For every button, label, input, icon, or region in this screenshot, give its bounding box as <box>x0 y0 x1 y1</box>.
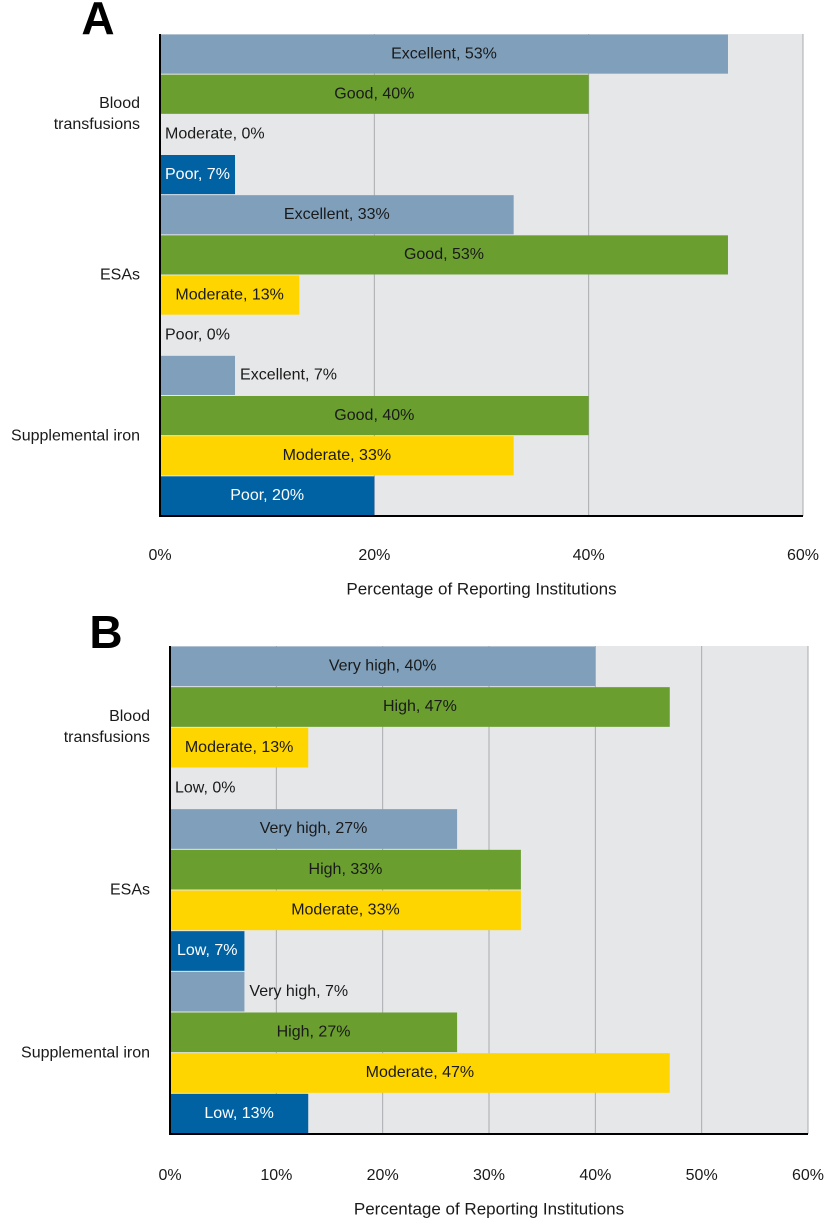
x-tick-label: 0% <box>148 547 171 564</box>
value-label: Moderate, 13% <box>185 739 294 756</box>
value-label: Low, 0% <box>175 780 235 797</box>
x-tick-label: 50% <box>686 1167 718 1184</box>
value-label: High, 47% <box>383 698 457 715</box>
value-label: Very high, 7% <box>249 983 348 1000</box>
value-label: Low, 7% <box>177 942 237 959</box>
x-tick-label: 30% <box>473 1167 505 1184</box>
category-label: ESAs <box>109 881 150 899</box>
value-label: Moderate, 33% <box>283 447 392 464</box>
value-label: Excellent, 7% <box>240 367 337 384</box>
bar <box>170 971 245 1012</box>
value-label: Very high, 40% <box>329 658 437 675</box>
value-label: Excellent, 53% <box>391 45 497 62</box>
value-label: Low, 13% <box>204 1105 273 1122</box>
x-tick-label: 0% <box>158 1167 181 1184</box>
panel-label: B <box>89 606 122 658</box>
value-label: Poor, 0% <box>165 326 230 343</box>
bar <box>160 235 728 275</box>
value-label: Poor, 20% <box>230 487 304 504</box>
bar <box>170 687 670 727</box>
x-tick-label: 10% <box>260 1167 292 1184</box>
value-label: Moderate, 0% <box>165 126 265 143</box>
value-label: Poor, 7% <box>165 166 230 183</box>
category-label: ESAs <box>99 266 140 284</box>
category-label: Blood transfusions <box>63 708 150 747</box>
bar <box>160 34 728 74</box>
x-tick-label: 60% <box>792 1167 824 1184</box>
category-label: Supplemental iron <box>11 427 140 445</box>
bar <box>170 727 309 768</box>
x-tick-label: 60% <box>787 547 819 564</box>
value-label: Excellent, 33% <box>284 206 390 223</box>
value-label: High, 27% <box>277 1024 351 1041</box>
category-label: Supplemental iron <box>21 1044 150 1062</box>
category-label: Blood transfusions <box>53 95 140 134</box>
value-label: Moderate, 33% <box>291 902 400 919</box>
value-label: Good, 40% <box>334 85 414 102</box>
value-label: Very high, 27% <box>260 820 368 837</box>
bar <box>160 275 300 315</box>
bar <box>170 1093 309 1134</box>
x-tick-label: 20% <box>358 547 390 564</box>
bar <box>170 890 521 931</box>
bar <box>160 355 236 395</box>
bar <box>160 396 589 436</box>
x-tick-label: 40% <box>579 1167 611 1184</box>
value-label: Good, 53% <box>404 246 484 263</box>
bar <box>160 476 375 516</box>
x-axis-title: Percentage of Reporting Institutions <box>354 1199 624 1218</box>
bar <box>170 1012 458 1053</box>
value-label: Moderate, 47% <box>366 1064 475 1081</box>
x-axis-title: Percentage of Reporting Institutions <box>346 579 616 598</box>
bar <box>160 195 514 235</box>
value-label: Moderate, 13% <box>175 286 284 303</box>
bar <box>170 931 245 971</box>
plot-background <box>160 34 803 516</box>
bar <box>160 74 589 114</box>
x-tick-label: 20% <box>367 1167 399 1184</box>
panel-label: A <box>81 0 114 44</box>
bar <box>170 809 458 849</box>
bar <box>170 1053 670 1093</box>
bar <box>160 155 236 195</box>
x-tick-label: 40% <box>573 547 605 564</box>
value-label: High, 33% <box>309 861 383 878</box>
value-label: Good, 40% <box>334 407 414 424</box>
bar <box>160 436 514 476</box>
bar <box>170 849 521 890</box>
bar <box>170 646 596 687</box>
